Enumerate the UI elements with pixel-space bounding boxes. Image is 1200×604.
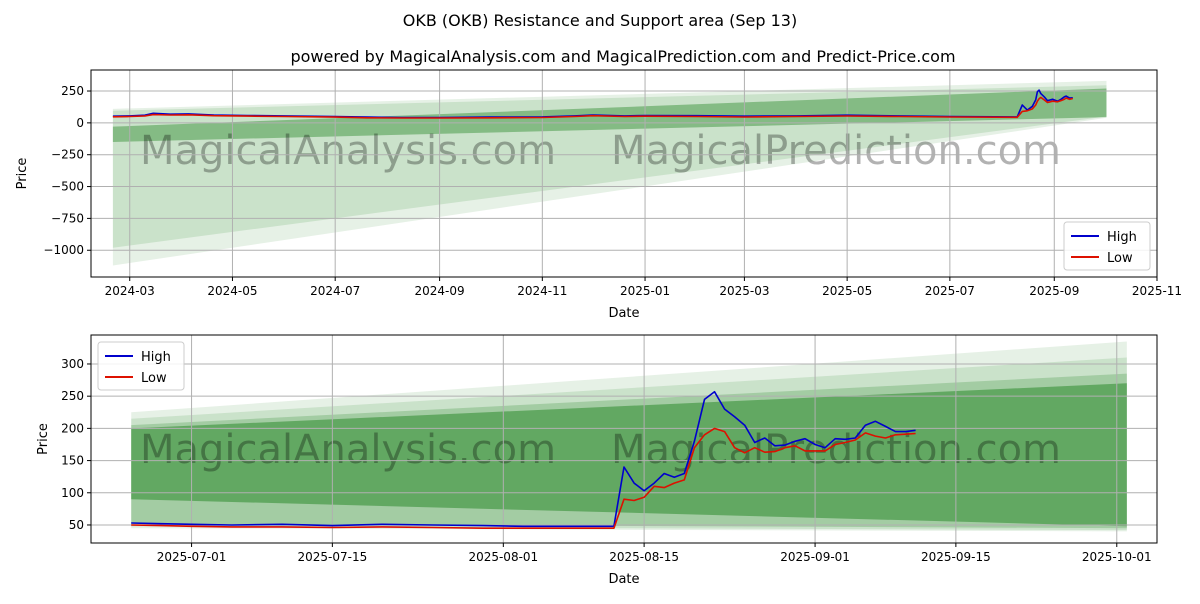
legend-label-low: Low xyxy=(1107,251,1133,266)
x-tick-label: 2025-01 xyxy=(620,284,670,298)
support-resistance-bands xyxy=(112,80,1107,266)
x-tick-label: 2024-07 xyxy=(310,284,360,298)
y-axis-label: Price xyxy=(36,423,51,455)
x-tick-label: 2025-09-15 xyxy=(921,550,991,564)
y-tick-label: 250 xyxy=(61,389,84,403)
band-area-1 xyxy=(112,85,1107,248)
y-tick-label: −250 xyxy=(51,148,84,162)
y-tick-label: 50 xyxy=(69,518,84,532)
x-tick-label: 2024-11 xyxy=(517,284,567,298)
chart-subtitle: powered by MagicalAnalysis.com and Magic… xyxy=(290,47,955,66)
x-tick-label: 2025-08-01 xyxy=(468,550,538,564)
x-tick-label: 2025-05 xyxy=(822,284,872,298)
x-tick-label: 2025-07-15 xyxy=(297,550,367,564)
y-tick-label: −750 xyxy=(51,211,84,225)
x-tick-label: 2025-09 xyxy=(1029,284,1079,298)
y-tick-label: 0 xyxy=(76,116,84,130)
legend-label-high: High xyxy=(1107,230,1137,245)
chart-title: OKB (OKB) Resistance and Support area (S… xyxy=(403,11,797,30)
watermark-text: MagicalPrediction.com xyxy=(611,128,1061,174)
plot-frame xyxy=(90,69,1158,278)
series-line-low xyxy=(131,427,916,529)
chart-panel-bottom: MagicalAnalysis.com MagicalPrediction.com… xyxy=(36,334,1158,587)
watermark-text: MagicalPrediction.com xyxy=(611,427,1061,473)
x-tick-label: 2025-11 xyxy=(1132,284,1182,298)
legend-label-high: High xyxy=(141,350,171,365)
y-tick-label: −500 xyxy=(51,180,84,194)
y-axis-label: Price xyxy=(15,158,30,190)
x-tick-label: 2025-10-01 xyxy=(1082,550,1152,564)
watermark-text: MagicalAnalysis.com xyxy=(140,128,556,174)
watermark-text: MagicalAnalysis.com xyxy=(140,427,556,473)
y-tick-label: 150 xyxy=(61,454,84,468)
band-area-3 xyxy=(131,383,1127,527)
plot-frame xyxy=(90,334,1158,544)
series-line-low xyxy=(112,96,1073,119)
series-lines xyxy=(131,390,916,529)
band-area-0 xyxy=(112,80,1107,266)
support-resistance-bands xyxy=(131,341,1127,532)
legend: High Low xyxy=(1063,221,1151,271)
y-tick-label: 300 xyxy=(61,357,84,371)
x-tick-label: 2025-07-01 xyxy=(157,550,227,564)
x-tick-label: 2024-03 xyxy=(105,284,155,298)
x-tick-label: 2025-07 xyxy=(925,284,975,298)
y-tick-label: 200 xyxy=(61,421,84,435)
x-tick-label: 2024-09 xyxy=(415,284,465,298)
y-tick-label: 100 xyxy=(61,486,84,500)
x-tick-label: 2024-05 xyxy=(207,284,257,298)
legend: High Low xyxy=(97,341,185,391)
x-tick-label: 2025-09-01 xyxy=(780,550,850,564)
y-tick-label: 250 xyxy=(61,84,84,98)
series-line-high xyxy=(131,390,916,528)
x-axis-label: Date xyxy=(608,306,639,321)
chart-panel-top: MagicalAnalysis.com MagicalPrediction.com… xyxy=(15,69,1182,321)
x-tick-label: 2025-08-15 xyxy=(609,550,679,564)
series-lines xyxy=(112,89,1073,119)
x-axis-label: Date xyxy=(608,572,639,587)
x-tick-label: 2025-03 xyxy=(719,284,769,298)
y-tick-label: −1000 xyxy=(43,243,84,257)
legend-label-low: Low xyxy=(141,371,167,386)
